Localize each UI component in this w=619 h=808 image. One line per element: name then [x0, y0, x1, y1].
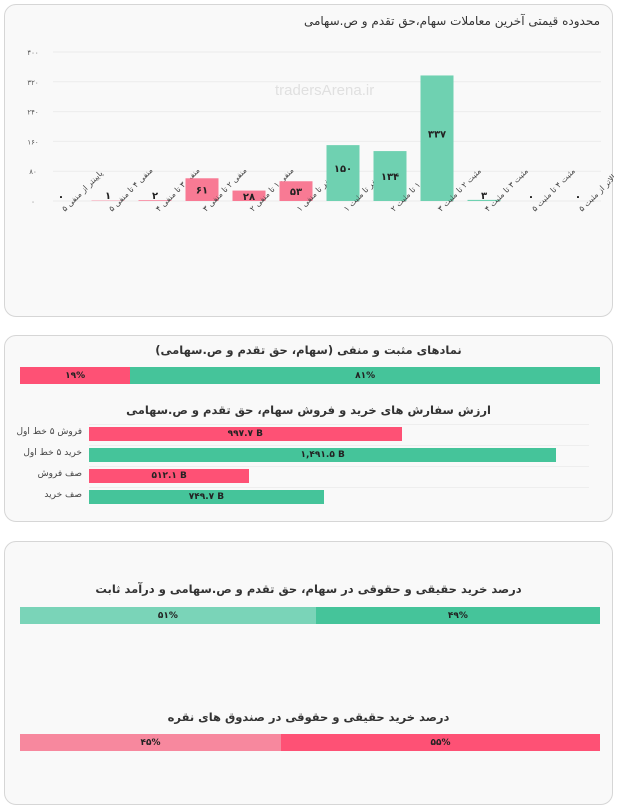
order-bar: ۷۴۹.۷ B: [89, 490, 324, 504]
price-range-card: محدوده قیمتی آخرین معاملات سهام،حق تقدم …: [4, 4, 614, 317]
order-bar: ۱,۴۹۱.۵ B: [89, 448, 557, 462]
order-row: صف فروش ۵۱۲.۱ B: [5, 469, 614, 483]
x-tick-label: پایینتر از منفی ۵: [60, 169, 105, 214]
data-label: ۲: [152, 191, 158, 202]
pos-neg-bar: ۱۹% ۸۱%: [20, 367, 600, 384]
price-range-chart: tradersArena.ir ۰۸۰۱۶۰۲۴۰۳۲۰۴۰۰۰پایینتر …: [27, 49, 614, 214]
gridline: [89, 424, 589, 425]
y-tick-label: ۱۶۰: [27, 138, 38, 146]
real-silver-bar: ۴۵% ۵۵%: [20, 734, 600, 751]
data-label: ۵۳: [290, 187, 302, 198]
market-summary-card: نمادهای مثبت و منفی (سهام، حق تقدم و ص.س…: [4, 335, 613, 522]
chart-title: محدوده قیمتی آخرین معاملات سهام،حق تقدم …: [303, 14, 600, 28]
gridline: [89, 445, 589, 446]
gridline: [89, 466, 589, 467]
y-tick-label: ۳۲۰: [27, 79, 38, 87]
order-row: صف خرید ۷۴۹.۷ B: [5, 490, 614, 504]
data-label: ۱۳۴: [381, 172, 399, 183]
order-bar: ۵۱۲.۱ B: [89, 469, 250, 483]
data-label: ۰: [528, 190, 535, 203]
real-legal-card: درصد خرید حقیقی و حقوقی در سهام، حق تقدم…: [4, 541, 613, 805]
y-tick-label: ۸۰: [29, 168, 37, 176]
gridline: [89, 487, 589, 488]
x-tick-label: مثبت ۴ تا مثبت ۵: [530, 166, 577, 213]
real-silver-left-segment: ۴۵%: [20, 734, 281, 751]
x-tick-label: مثبت ۳ تا مثبت ۴: [483, 166, 530, 213]
order-row: فروش ۵ خط اول ۹۹۷.۷ B: [5, 427, 614, 441]
order-label: خرید ۵ خط اول: [23, 448, 82, 458]
bar: [138, 200, 172, 201]
bar: [185, 178, 219, 201]
bar: [326, 145, 360, 201]
order-label: صف خرید: [44, 490, 82, 500]
data-label: ۶۱: [196, 186, 208, 197]
bar: [467, 199, 501, 201]
real-stocks-left-segment: ۵۱%: [20, 607, 316, 624]
data-label: ۳: [481, 191, 487, 202]
positive-segment: ۸۱%: [130, 367, 600, 384]
real-silver-right-segment: ۵۵%: [281, 734, 600, 751]
data-label: ۱۵۰: [334, 164, 352, 175]
real-silver-title: درصد خرید حقیقی و حقوقی در صندوق های نقر…: [167, 710, 450, 724]
y-tick-label: ۲۴۰: [27, 109, 38, 117]
watermark: tradersArena.ir: [275, 82, 374, 99]
x-tick-label: منفی ۴ تا منفی ۵: [107, 166, 155, 214]
negative-segment: ۱۹%: [20, 367, 131, 384]
y-tick-label: ۰: [31, 198, 35, 206]
bar: [232, 190, 266, 201]
bar: [420, 75, 454, 201]
real-stocks-title: درصد خرید حقیقی و حقوقی در سهام، حق تقدم…: [95, 582, 522, 596]
order-label: فروش ۵ خط اول: [16, 427, 82, 437]
x-tick-label: بالاتر از مثبت ۵: [577, 171, 614, 213]
data-label: ۰: [58, 190, 65, 203]
real-stocks-bar: ۵۱% ۴۹%: [20, 607, 600, 624]
data-label: ۱: [105, 191, 111, 202]
data-label: ۲۸: [243, 192, 255, 203]
orders-title: ارزش سفارش های خرید و فروش سهام، حق تقدم…: [126, 403, 491, 417]
y-tick-label: ۴۰۰: [27, 49, 38, 57]
bar: [279, 181, 313, 201]
pos-neg-title: نمادهای مثبت و منفی (سهام، حق تقدم و ص.س…: [155, 343, 462, 357]
data-label: ۳۳۷: [428, 129, 446, 140]
real-stocks-right-segment: ۴۹%: [315, 607, 600, 624]
bar: [373, 151, 407, 201]
order-row: خرید ۵ خط اول ۱,۴۹۱.۵ B: [5, 448, 614, 462]
data-label: ۰: [575, 190, 582, 203]
order-label: صف فروش: [37, 469, 82, 479]
order-bar: ۹۹۷.۷ B: [89, 427, 402, 441]
